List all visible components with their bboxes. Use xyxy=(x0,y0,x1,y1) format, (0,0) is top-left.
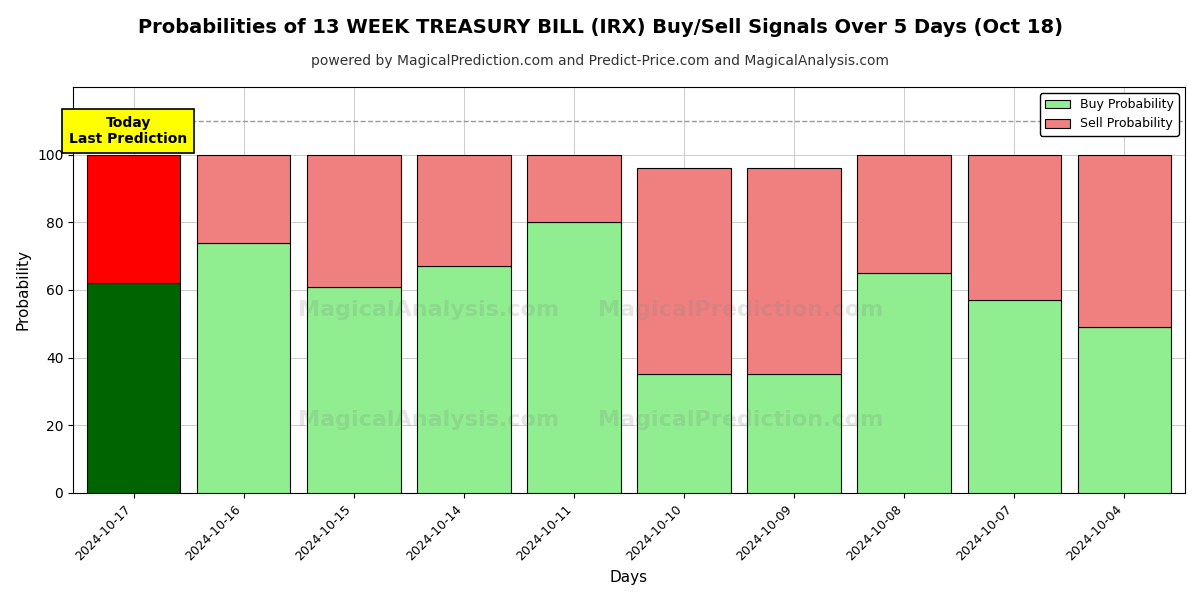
Text: Probabilities of 13 WEEK TREASURY BILL (IRX) Buy/Sell Signals Over 5 Days (Oct 1: Probabilities of 13 WEEK TREASURY BILL (… xyxy=(138,18,1062,37)
Bar xyxy=(637,168,731,374)
Bar xyxy=(637,374,731,493)
Bar xyxy=(858,273,952,493)
Bar xyxy=(418,155,511,266)
Bar xyxy=(1078,327,1171,493)
X-axis label: Days: Days xyxy=(610,570,648,585)
Text: MagicalAnalysis.com: MagicalAnalysis.com xyxy=(299,410,559,430)
Text: MagicalAnalysis.com: MagicalAnalysis.com xyxy=(299,300,559,320)
Bar xyxy=(527,222,620,493)
Bar xyxy=(748,374,841,493)
Legend: Buy Probability, Sell Probability: Buy Probability, Sell Probability xyxy=(1040,93,1178,136)
Bar xyxy=(307,155,401,287)
Bar xyxy=(967,300,1061,493)
Bar xyxy=(197,242,290,493)
Text: MagicalPrediction.com: MagicalPrediction.com xyxy=(598,410,883,430)
Bar xyxy=(197,155,290,242)
Text: Today
Last Prediction: Today Last Prediction xyxy=(68,116,187,146)
Text: powered by MagicalPrediction.com and Predict-Price.com and MagicalAnalysis.com: powered by MagicalPrediction.com and Pre… xyxy=(311,54,889,68)
Bar xyxy=(858,155,952,273)
Bar xyxy=(86,155,180,283)
Bar xyxy=(418,266,511,493)
Bar xyxy=(307,287,401,493)
Bar xyxy=(967,155,1061,300)
Bar xyxy=(748,168,841,374)
Bar xyxy=(1078,155,1171,327)
Text: MagicalPrediction.com: MagicalPrediction.com xyxy=(598,300,883,320)
Bar xyxy=(527,155,620,222)
Y-axis label: Probability: Probability xyxy=(16,250,30,331)
Bar xyxy=(86,283,180,493)
